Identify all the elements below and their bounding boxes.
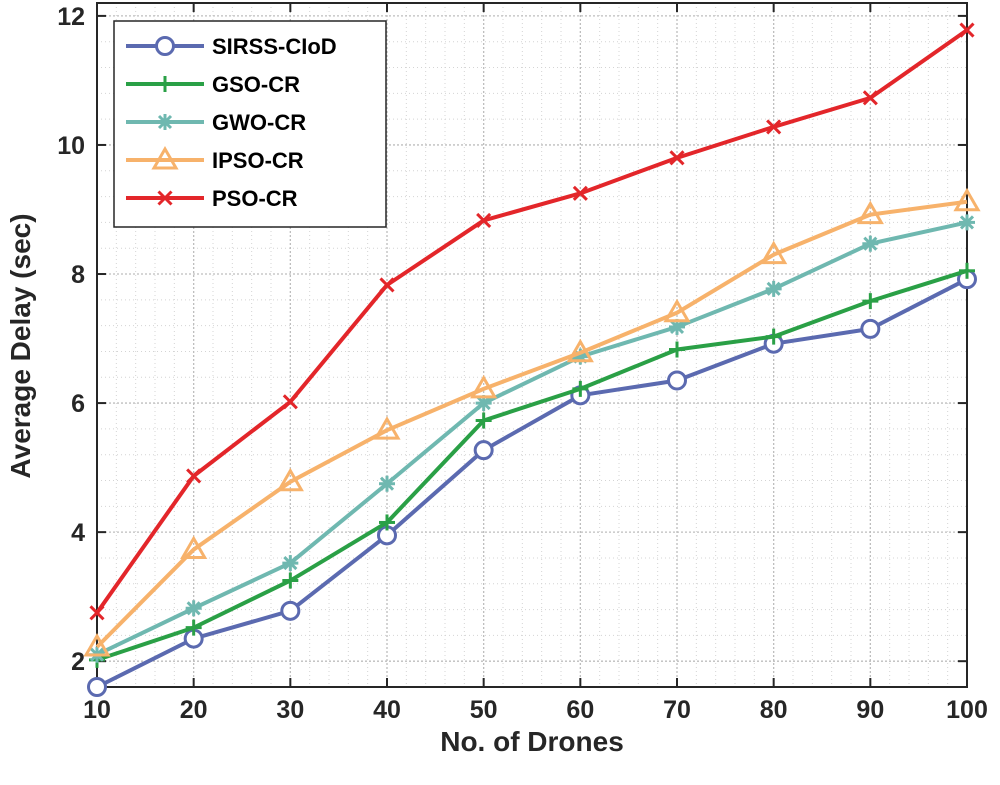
data-point: [280, 600, 301, 621]
data-point: [959, 22, 975, 38]
data-point: [379, 514, 395, 531]
data-point: [959, 214, 975, 231]
legend: SIRSS-CIoD GSO-CR GWO-CR IPSO-CR PSO-CR: [113, 20, 387, 228]
data-point: [276, 467, 304, 492]
x-tick-label: 30: [276, 696, 304, 724]
data-point: [765, 280, 782, 297]
legend-marker: [157, 76, 173, 92]
series-line: [96, 277, 968, 689]
x-tick-label: 40: [373, 696, 401, 724]
data-point: [473, 440, 494, 461]
legend-label: IPSO-CR: [212, 148, 304, 173]
data-point: [856, 200, 884, 225]
data-point: [282, 555, 299, 572]
data-point: [766, 119, 782, 135]
legend-marker: [151, 146, 179, 170]
data-point: [282, 394, 298, 410]
y-tick-label: 8: [71, 261, 85, 289]
data-point: [89, 605, 105, 621]
series-line: [96, 220, 968, 657]
data-point: [180, 535, 208, 560]
legend-entry: IPSO-CR: [126, 146, 304, 173]
data-point: [760, 240, 788, 265]
legend-marker: [157, 190, 173, 206]
data-point: [862, 90, 878, 106]
data-point: [475, 412, 492, 429]
x-tick-label: 80: [760, 696, 788, 724]
data-point: [953, 187, 981, 212]
plot-area-border: [96, 2, 968, 688]
data-point: [83, 632, 111, 657]
x-tick-label: 100: [946, 696, 988, 724]
x-tick-label: 70: [663, 696, 691, 724]
data-point: [765, 328, 782, 345]
data-point: [476, 212, 492, 229]
data-point: [862, 235, 879, 252]
data-point: [663, 298, 691, 323]
legend-label: GSO-CR: [212, 72, 300, 97]
x-tick-label: 90: [856, 696, 884, 724]
legend-label: SIRSS-CIoD: [212, 34, 337, 59]
data-point: [379, 475, 395, 492]
data-point: [185, 600, 202, 617]
data-point: [959, 262, 975, 279]
data-point: [185, 619, 202, 636]
data-point: [572, 185, 588, 201]
data-point: [860, 318, 881, 339]
data-point: [862, 293, 879, 310]
data-point: [572, 380, 589, 397]
legend-entry: GSO-CR: [126, 72, 300, 97]
series-line: [95, 28, 969, 614]
y-tick-label: 6: [71, 390, 85, 418]
series-pso-cr: [89, 22, 975, 621]
x-tick-label: 50: [470, 696, 498, 724]
data-point: [669, 341, 685, 358]
legend-label: PSO-CR: [212, 186, 298, 211]
series-layer: [83, 22, 981, 697]
x-tick-label: 20: [180, 696, 208, 724]
x-axis-label: No. of Drones: [440, 726, 624, 757]
legend-label: GWO-CR: [212, 110, 306, 135]
legend-marker: [155, 36, 175, 56]
data-point: [186, 468, 202, 484]
y-axis-label: Average Delay (sec): [5, 213, 36, 478]
data-point: [379, 277, 395, 293]
series-ipso-cr: [83, 187, 981, 657]
data-point: [470, 374, 498, 399]
x-tick-label: 10: [83, 696, 111, 724]
data-point: [373, 416, 401, 440]
legend-marker: [157, 114, 173, 130]
legend-entry: PSO-CR: [126, 186, 298, 211]
series-line: [95, 199, 968, 649]
legend-entry: SIRSS-CIoD: [126, 34, 337, 59]
series-gso-cr: [89, 262, 975, 668]
legend-entry: GWO-CR: [126, 110, 306, 135]
x-tick-label: 60: [566, 696, 594, 724]
data-point: [282, 572, 299, 589]
data-point: [566, 338, 594, 363]
data-point: [475, 395, 492, 412]
data-point: [667, 370, 687, 391]
data-point: [669, 318, 685, 335]
data-point: [669, 150, 685, 166]
data-point: [87, 677, 107, 697]
y-tick-label: 10: [57, 132, 85, 160]
series-line: [96, 268, 968, 662]
y-tick-label: 12: [57, 3, 85, 31]
y-tick-label: 4: [71, 519, 85, 547]
y-tick-label: 2: [71, 648, 85, 676]
axes: 10 20 30 40 50 60 70 80 90 100 2 4 6 8 10 12: [57, 2, 988, 724]
